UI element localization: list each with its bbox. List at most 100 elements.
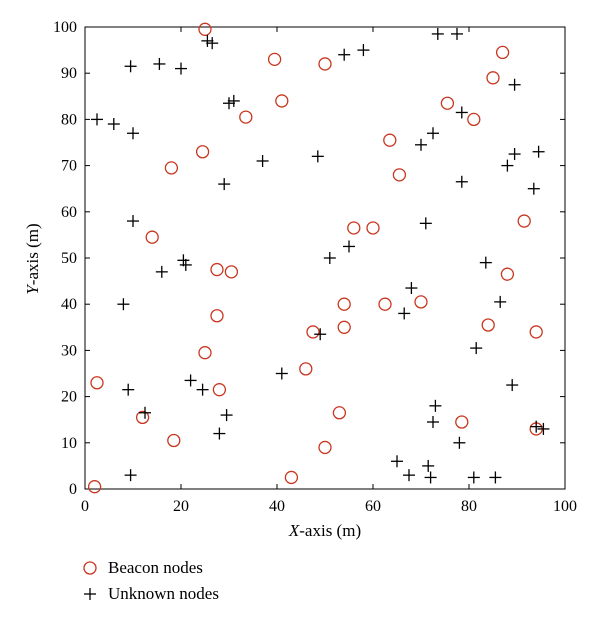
beacon-node-point: [267, 52, 282, 66]
beacon-node-point: [481, 318, 495, 332]
unknown-node-point: [155, 265, 168, 278]
data-points: [87, 22, 550, 494]
unknown-node-point: [506, 379, 519, 392]
beacon-node-point: [87, 480, 102, 494]
unknown-node-point: [122, 383, 135, 396]
unknown-node-point: [124, 469, 137, 482]
unknown-node-point: [453, 436, 466, 449]
unknown-node-point: [343, 240, 355, 253]
unknown-node-point: [107, 118, 120, 131]
y-tick-label: 60: [61, 204, 77, 221]
unknown-node-point: [201, 34, 214, 47]
y-tick-label: 0: [69, 481, 77, 498]
beacon-node-point: [529, 325, 543, 339]
beacon-node-point: [347, 221, 361, 235]
unknown-node-point: [314, 328, 327, 341]
beacon-node-point: [383, 133, 397, 147]
beacon-node-point: [164, 161, 179, 175]
unknown-node-point: [431, 27, 444, 40]
beacon-node-point: [414, 295, 428, 309]
beacon-node-point: [167, 433, 181, 448]
y-tick-label: 30: [61, 342, 77, 359]
legend-label-unknown: Unknown nodes: [108, 584, 219, 603]
unknown-node-point: [153, 57, 166, 70]
unknown-node-point: [508, 78, 521, 91]
unknown-node-point: [537, 422, 550, 435]
unknown-node-point: [398, 307, 411, 320]
beacon-node-point: [212, 383, 227, 397]
x-axis-title: X-axis (m): [288, 521, 361, 540]
beacon-node-point: [318, 57, 332, 71]
y-tick-label: 90: [61, 65, 77, 82]
y-axis-title-italic: Y: [23, 284, 42, 295]
legend-label-beacon: Beacon nodes: [108, 558, 203, 577]
y-tick-label: 100: [53, 19, 77, 36]
beacon-node-point: [299, 362, 313, 376]
beacon-node-point: [198, 22, 212, 36]
beacon-node-point: [332, 406, 347, 420]
unknown-node-point: [175, 62, 187, 75]
x-tick-label: 0: [81, 498, 89, 515]
beacon-node-point: [210, 262, 224, 277]
y-axis-title: Y-axis (m): [23, 223, 42, 294]
unknown-node-point: [429, 399, 442, 412]
unknown-node-point: [530, 420, 543, 433]
unknown-node-point: [494, 295, 507, 308]
unknown-node-point: [206, 37, 219, 50]
x-tick-label: 100: [553, 498, 577, 515]
unknown-node-point: [127, 127, 139, 140]
beacon-node-point: [198, 346, 212, 360]
y-axis-title-rest: -axis (m): [23, 223, 42, 285]
unknown-node-point: [124, 60, 137, 73]
unknown-node-point: [489, 471, 502, 484]
unknown-node-point: [508, 148, 521, 161]
beacon-node-point: [392, 168, 407, 182]
unknown-node-point: [451, 27, 463, 40]
unknown-node-point: [419, 217, 432, 230]
beacon-node-point: [239, 110, 253, 124]
beacon-node-point: [284, 470, 299, 485]
beacon-node-point: [224, 265, 239, 279]
x-axis-title-rest: -axis (m): [299, 521, 361, 540]
beacon-node-point: [337, 297, 351, 311]
x-tick-label: 20: [173, 498, 189, 515]
unknown-node-point: [479, 256, 492, 269]
y-tick-label: 80: [61, 111, 77, 128]
unknown-node-point: [117, 298, 130, 311]
unknown-node-point: [422, 459, 435, 472]
unknown-node-point: [139, 406, 151, 419]
unknown-node-point: [179, 258, 192, 271]
beacon-node-point: [90, 376, 104, 390]
unknown-node-point: [427, 127, 439, 140]
y-tick-label: 70: [61, 158, 77, 175]
beacon-node-point: [318, 440, 332, 455]
unknown-node-point: [501, 159, 514, 172]
unknown-node-point: [91, 113, 103, 126]
plus-marker-icon: [84, 588, 96, 600]
beacon-node-point: [145, 230, 159, 244]
beacon-node-point: [210, 309, 224, 323]
legend: Beacon nodes Unknown nodes: [78, 555, 219, 607]
unknown-node-point: [218, 178, 231, 191]
unknown-node-point: [415, 138, 427, 151]
beacon-node-point: [517, 214, 531, 228]
unknown-node-point: [275, 367, 288, 380]
circle-marker-icon: [83, 561, 97, 575]
x-tick-label: 40: [269, 498, 285, 515]
tick-marks: [84, 26, 566, 490]
beacon-node-point: [337, 320, 351, 334]
unknown-node-point: [405, 282, 418, 295]
unknown-node-point: [184, 374, 197, 387]
beacon-node-point: [135, 410, 150, 425]
y-tick-label: 10: [61, 435, 77, 452]
unknown-node-point: [323, 252, 336, 264]
unknown-node-point: [527, 182, 540, 195]
unknown-node-point: [427, 416, 439, 429]
unknown-node-point: [311, 150, 324, 163]
beacon-node-point: [306, 325, 320, 339]
unknown-node-point: [470, 342, 483, 355]
y-tick-label: 50: [61, 250, 77, 267]
unknown-node-point: [424, 471, 437, 484]
tick-labels: 0 20 40 60 80 100 0 10 20 30 40 50 60 70 80 90 100: [53, 19, 577, 515]
beacon-node-point: [275, 94, 289, 108]
